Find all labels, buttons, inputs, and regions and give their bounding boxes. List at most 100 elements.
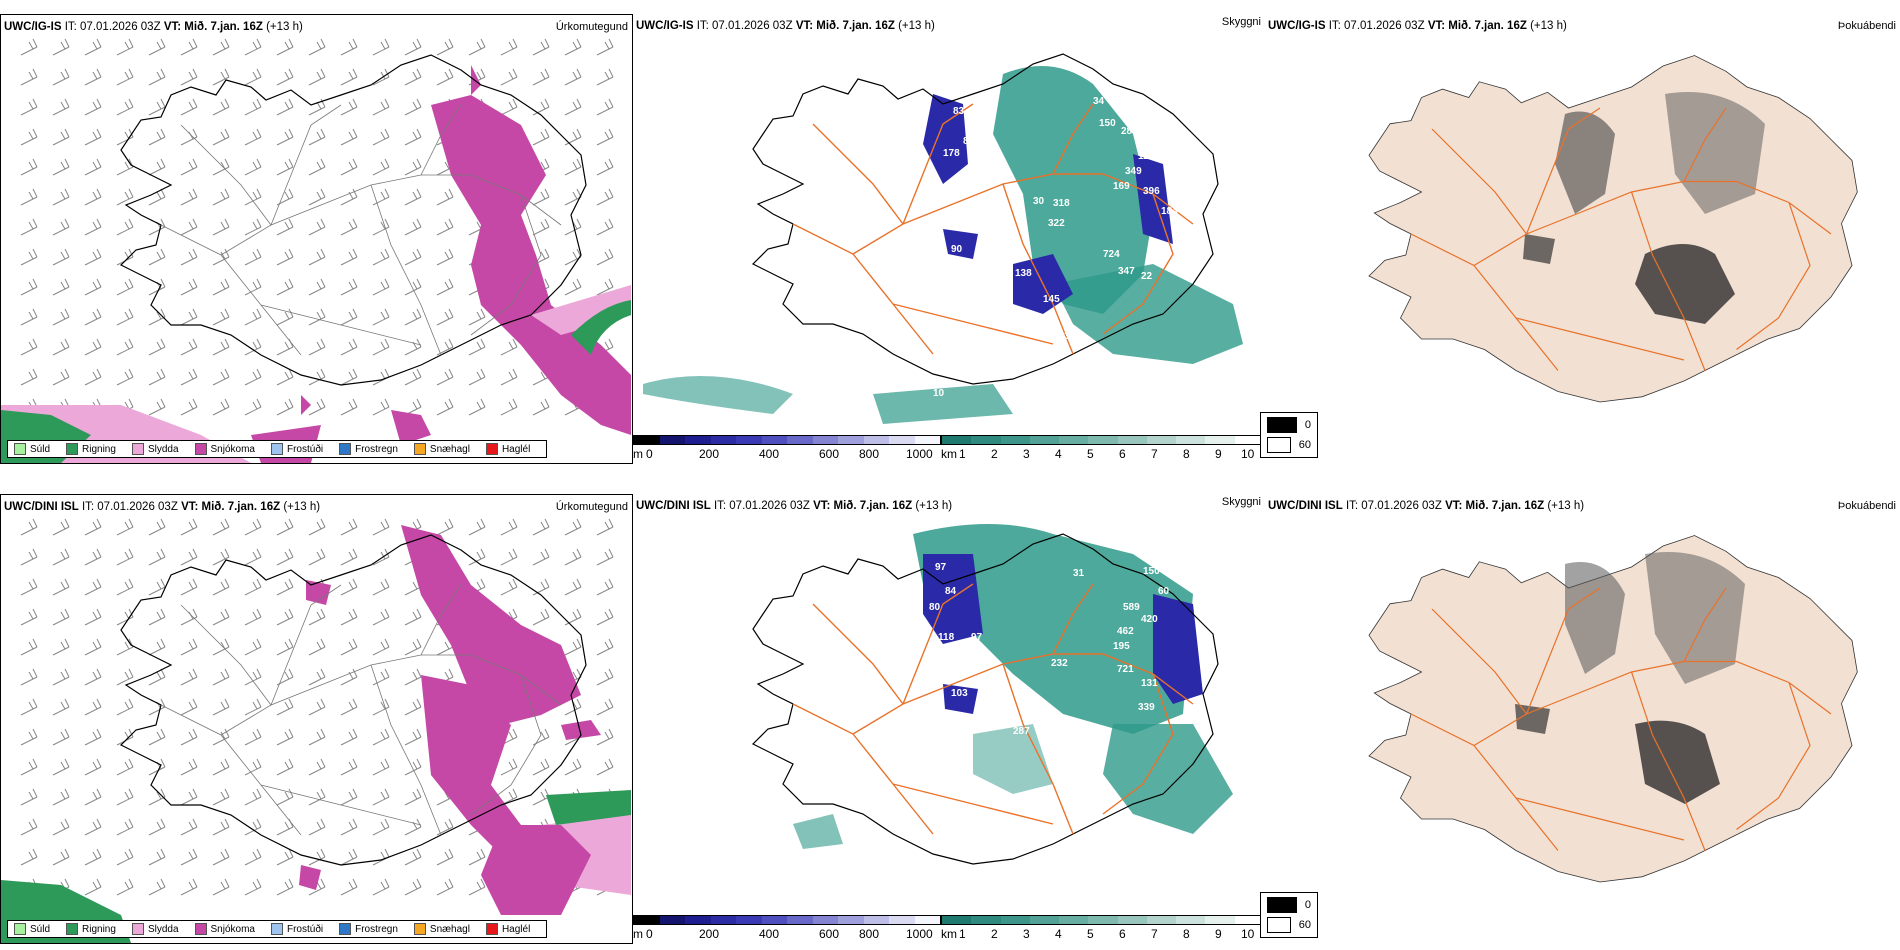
wind-barb bbox=[308, 848, 326, 866]
visibility-unit: km bbox=[941, 447, 957, 461]
wind-barb bbox=[276, 788, 294, 806]
visibility-tick: 9 bbox=[1215, 927, 1222, 941]
visibility-tick: 7 bbox=[1151, 927, 1158, 941]
wind-barb bbox=[340, 878, 358, 896]
wind-barb bbox=[20, 158, 38, 176]
wind-barb bbox=[180, 608, 198, 626]
wind-barb bbox=[116, 668, 134, 686]
wind-barb bbox=[116, 68, 134, 86]
wind-barb bbox=[532, 68, 550, 86]
wind-barb bbox=[244, 878, 262, 896]
wind-barb bbox=[308, 548, 326, 566]
precip-type-label: Úrkomutegund bbox=[555, 501, 628, 513]
wind-barb bbox=[180, 878, 198, 896]
visibility-tick: 2 bbox=[991, 927, 998, 941]
visibility-area bbox=[913, 524, 1193, 734]
wind-barb bbox=[276, 218, 294, 236]
ceiling-value: 24 bbox=[1219, 728, 1231, 739]
wind-barb bbox=[148, 218, 166, 236]
wind-barb bbox=[596, 128, 614, 146]
wind-barb bbox=[436, 188, 454, 206]
precip-type-label: Úrkomutegund bbox=[555, 21, 628, 33]
wind-barb bbox=[308, 698, 326, 716]
wind-barb bbox=[308, 518, 326, 536]
wind-barb bbox=[596, 68, 614, 86]
ceiling-tick: 800 bbox=[859, 927, 880, 941]
wind-barb bbox=[564, 698, 582, 716]
wind-barb bbox=[244, 518, 262, 536]
wind-barb bbox=[404, 848, 422, 866]
wind-barb bbox=[436, 368, 454, 386]
wind-barb bbox=[180, 278, 198, 296]
panel-title: UWC/IG-IS IT: 07.01.2026 03Z VT: Mið. 7.… bbox=[1268, 20, 1567, 32]
wind-barb bbox=[372, 638, 390, 656]
ceiling-tick: 400 bbox=[759, 447, 780, 461]
wind-barb bbox=[372, 278, 390, 296]
wind-barb bbox=[372, 248, 390, 266]
ceiling-tick: 0 bbox=[646, 447, 653, 461]
snow-area bbox=[561, 720, 601, 740]
visibility-tick: 6 bbox=[1119, 927, 1126, 941]
ceiling-value: 287 bbox=[1121, 126, 1138, 137]
snow-area bbox=[391, 410, 431, 445]
wind-barb bbox=[84, 758, 102, 776]
wind-barb bbox=[596, 698, 614, 716]
visibility-colorbar bbox=[941, 435, 1265, 445]
wind-barb bbox=[212, 98, 230, 116]
ceiling-tick: 1000 bbox=[906, 447, 933, 461]
wind-barb bbox=[340, 398, 358, 416]
wind-barb bbox=[500, 578, 518, 596]
ceiling-value: 396 bbox=[1143, 186, 1160, 197]
fog-legend-row: 0 bbox=[1267, 897, 1311, 913]
wind-barb bbox=[212, 698, 230, 716]
wind-barb bbox=[52, 668, 70, 686]
fog-legend-row: 60 bbox=[1267, 437, 1311, 453]
wind-barb bbox=[84, 818, 102, 836]
wind-barb bbox=[308, 818, 326, 836]
wind-barb bbox=[180, 218, 198, 236]
wind-barb bbox=[148, 158, 166, 176]
ceiling-value: 31 bbox=[1073, 568, 1085, 579]
wind-barb bbox=[20, 68, 38, 86]
visibility-tick: 6 bbox=[1119, 447, 1126, 461]
wind-barb bbox=[340, 98, 358, 116]
wind-barb bbox=[404, 368, 422, 386]
ceiling-area bbox=[923, 94, 968, 184]
wind-barb bbox=[372, 728, 390, 746]
road-network bbox=[792, 103, 1194, 355]
ceiling-value: 80 bbox=[929, 602, 941, 613]
legend-swatch bbox=[413, 923, 426, 935]
wind-barb bbox=[340, 368, 358, 386]
wind-barb bbox=[84, 518, 102, 536]
ceiling-value: 10 bbox=[933, 388, 945, 399]
wind-barb bbox=[404, 278, 422, 296]
wind-barb bbox=[148, 848, 166, 866]
wind-barb bbox=[596, 578, 614, 596]
rain-area bbox=[546, 790, 631, 825]
wind-barb bbox=[116, 98, 134, 116]
wind-barb bbox=[20, 248, 38, 266]
visibility-tick: 4 bbox=[1055, 447, 1062, 461]
fog-dark-area bbox=[1565, 562, 1625, 674]
ceiling-value: 169 bbox=[1113, 181, 1130, 192]
wind-barb bbox=[532, 548, 550, 566]
wind-barb bbox=[468, 308, 486, 326]
wind-barb bbox=[564, 188, 582, 206]
wind-barb bbox=[148, 398, 166, 416]
ceiling-area bbox=[943, 229, 978, 259]
wind-barb bbox=[52, 308, 70, 326]
legend-item: Rigning bbox=[66, 923, 116, 935]
wind-barb bbox=[372, 128, 390, 146]
legend-item: Slydda bbox=[131, 443, 179, 455]
wind-barb bbox=[500, 98, 518, 116]
wind-barb bbox=[116, 788, 134, 806]
wind-barb bbox=[52, 128, 70, 146]
wind-barb bbox=[308, 608, 326, 626]
visibility-tick: 2 bbox=[991, 447, 998, 461]
visibility-area bbox=[993, 66, 1153, 314]
wind-barb bbox=[180, 38, 198, 56]
wind-barb bbox=[212, 398, 230, 416]
wind-barb bbox=[116, 38, 134, 56]
ceiling-value: 318 bbox=[1053, 198, 1070, 209]
ceiling-tick: 800 bbox=[859, 447, 880, 461]
